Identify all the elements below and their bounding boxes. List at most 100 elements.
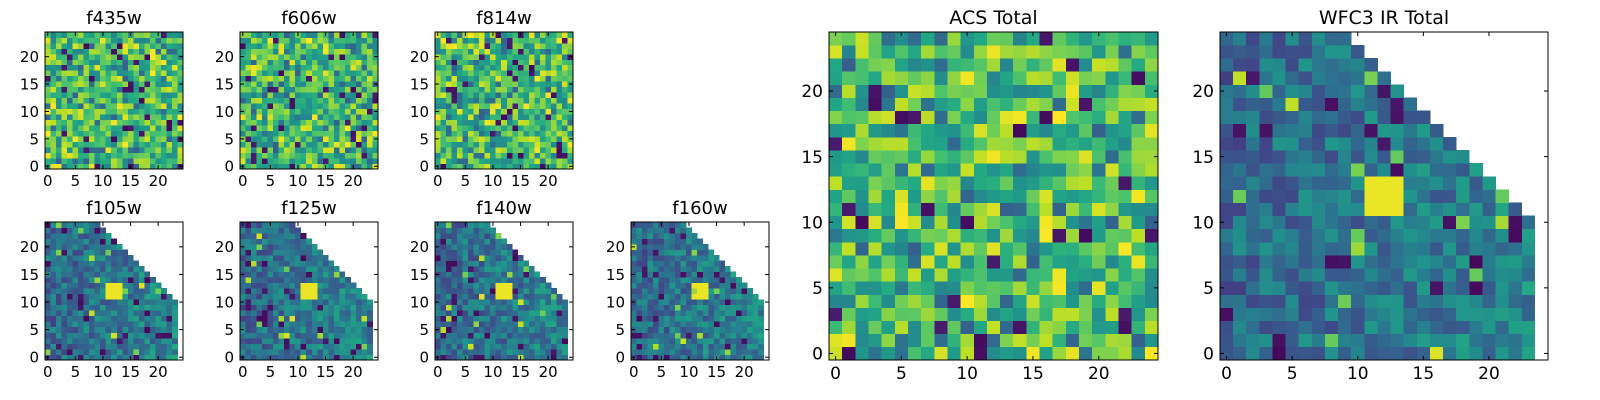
heatmap-cell	[631, 343, 637, 350]
heatmap-cell	[171, 53, 178, 60]
heatmap-cell	[495, 81, 502, 88]
heatmap-cell	[1039, 281, 1054, 295]
heatmap-cell	[636, 244, 643, 250]
heatmap-cell	[267, 337, 274, 344]
heatmap-cell	[317, 337, 324, 344]
heatmap-cell	[730, 299, 737, 306]
heatmap-cell	[300, 108, 307, 115]
heatmap-cell	[1131, 58, 1146, 72]
heatmap-cell	[556, 315, 563, 322]
heatmap-cell	[1039, 307, 1054, 321]
heatmap-cell	[267, 266, 274, 273]
heatmap-cell	[256, 271, 263, 278]
heatmap-cell	[457, 64, 463, 71]
heatmap-cell	[78, 75, 84, 82]
heatmap-cell	[127, 48, 134, 55]
heatmap-cell	[78, 163, 84, 170]
heatmap-cell	[457, 266, 463, 273]
heatmap-cell	[1105, 241, 1119, 256]
heatmap-cell	[61, 282, 68, 289]
heatmap-cell	[686, 238, 693, 245]
heatmap-cell	[256, 354, 263, 361]
heatmap-cell	[1390, 294, 1405, 308]
heatmap-cell	[245, 332, 252, 339]
heatmap-cell	[144, 48, 151, 55]
heatmap-cell	[138, 75, 145, 82]
heatmap-cell	[842, 320, 856, 335]
heatmap-cell	[675, 266, 682, 273]
heatmap-cell	[160, 288, 167, 295]
heatmap-cell	[986, 255, 1001, 269]
heatmap-cell	[631, 282, 637, 289]
heatmap-cell	[94, 282, 101, 289]
heatmap-cell	[1026, 255, 1040, 269]
heatmap-cell	[484, 141, 491, 148]
heatmap-cell	[495, 304, 502, 311]
heatmap-cell	[56, 348, 62, 355]
heatmap-cell	[451, 233, 458, 239]
heatmap-cell	[262, 48, 268, 55]
heatmap-cell	[1482, 320, 1496, 335]
heatmap-cell	[284, 337, 291, 344]
heatmap-cell	[484, 147, 491, 153]
heatmap-cell	[350, 103, 357, 110]
heatmap-cell	[446, 70, 452, 77]
heatmap-cell	[1364, 228, 1378, 243]
heatmap-cell	[457, 59, 463, 66]
heatmap-cell	[350, 141, 357, 148]
heatmap-cell	[495, 255, 502, 261]
heatmap-cell	[947, 241, 961, 256]
heatmap-cell	[921, 123, 935, 138]
heatmap-cell	[1065, 307, 1080, 321]
heatmap-cell	[284, 42, 291, 49]
heatmap-cell	[278, 227, 285, 234]
heatmap-cell	[328, 299, 335, 306]
heatmap-cell	[78, 53, 84, 60]
heatmap-cell	[344, 136, 351, 142]
heatmap-cell	[713, 326, 720, 333]
heatmap-cell	[245, 310, 252, 317]
heatmap-cell	[89, 321, 96, 328]
heatmap-cell	[1324, 346, 1339, 361]
heatmap-cell	[1144, 255, 1159, 269]
heatmap-cell	[735, 354, 742, 361]
heatmap-cell	[306, 277, 313, 284]
heatmap-cell	[116, 260, 123, 267]
heatmap-cell	[262, 260, 268, 267]
heatmap-cell	[166, 130, 173, 137]
heatmap-cell	[105, 53, 112, 60]
heatmap-cell	[523, 92, 530, 99]
heatmap-cell	[284, 114, 291, 121]
heatmap-cell	[1351, 320, 1365, 335]
heatmap-cell	[702, 293, 709, 300]
heatmap-cell	[517, 147, 524, 153]
heatmap-cell	[262, 81, 268, 88]
heatmap-cell	[986, 202, 1001, 217]
heatmap-cell	[322, 53, 329, 60]
heatmap-cell	[473, 299, 480, 306]
heatmap-cell	[973, 84, 988, 98]
heatmap-cell	[262, 326, 268, 333]
heatmap-cell	[462, 266, 469, 273]
heatmap-cell	[468, 37, 474, 44]
heatmap-cell	[697, 271, 704, 278]
heatmap-cell	[67, 238, 73, 245]
heatmap-cell	[881, 45, 896, 59]
heatmap-cell	[138, 337, 145, 344]
heatmap-cell	[986, 110, 1001, 125]
heatmap-cell	[528, 70, 535, 77]
heatmap-cell	[446, 32, 452, 38]
heatmap-cell	[155, 125, 162, 131]
heatmap-cell	[138, 97, 145, 104]
heatmap-cell	[561, 354, 568, 361]
heatmap-cell	[127, 288, 134, 295]
heatmap-cell	[539, 59, 546, 66]
heatmap-cell	[907, 294, 922, 308]
heatmap-cell	[907, 215, 922, 230]
heatmap-cell	[881, 189, 896, 203]
heatmap-cell	[512, 343, 519, 350]
heatmap-cell	[372, 141, 379, 148]
heatmap-cell	[245, 260, 252, 267]
heatmap-cell	[94, 141, 101, 148]
heatmap-cell	[468, 266, 474, 273]
